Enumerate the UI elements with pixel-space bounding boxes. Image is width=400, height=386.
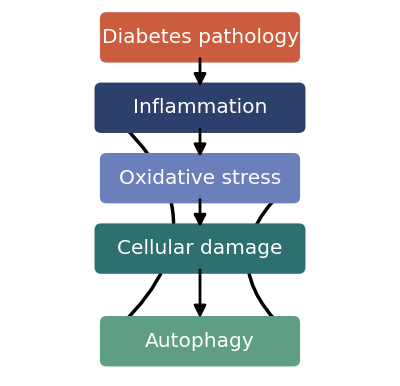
Text: Cellular damage: Cellular damage (117, 239, 283, 258)
FancyBboxPatch shape (94, 223, 306, 274)
Text: Diabetes pathology: Diabetes pathology (102, 28, 298, 47)
FancyBboxPatch shape (100, 153, 300, 203)
Text: Inflammation: Inflammation (133, 98, 267, 117)
FancyBboxPatch shape (100, 316, 300, 366)
FancyBboxPatch shape (94, 83, 306, 133)
Text: Oxidative stress: Oxidative stress (119, 169, 281, 188)
FancyBboxPatch shape (100, 12, 300, 63)
Text: Autophagy: Autophagy (145, 332, 255, 351)
